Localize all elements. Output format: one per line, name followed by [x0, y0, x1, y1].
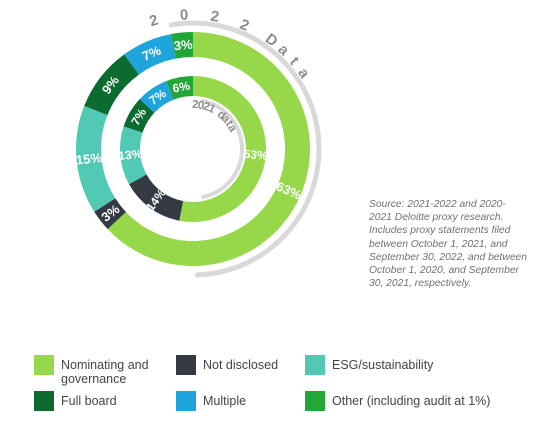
ring2-title-char: t — [223, 119, 235, 129]
legend-label-esg: ESG/sustainability — [332, 358, 434, 372]
ring2-title-char: 2 — [202, 100, 212, 113]
ring1-slice-other-including-audit-at-1 — [171, 32, 193, 59]
legend-item-esg: ESG/sustainability — [305, 355, 433, 375]
ring2-title-char: 2 — [192, 99, 199, 111]
ring1-label-multiple: 7% — [140, 42, 164, 63]
ring2-slice-other-including-audit-at-1 — [166, 76, 193, 100]
ring1-slice-nominating-and-governance — [107, 32, 311, 266]
ring1-title-char: 2 — [237, 16, 251, 35]
ring1-title-char: 2 — [147, 12, 160, 31]
ring1-slice-multiple — [124, 34, 176, 75]
ring1-label-other-including-audit-at-1: 3% — [173, 37, 194, 54]
ring2-slice-nominating-and-governance — [179, 76, 266, 222]
source-note: Source: 2021-2022 and 2020-2021 Deloitte… — [369, 199, 528, 290]
ring2-title-char: 0 — [197, 99, 205, 112]
legend-swatch-other — [305, 391, 325, 411]
legend-label-other: Other (including audit at 1%) — [332, 394, 491, 408]
legend-item-other: Other (including audit at 1%) — [305, 391, 490, 411]
legend-item-nominating: Nominating and governance — [34, 355, 149, 386]
ring2-slice-full-board — [123, 99, 155, 133]
legend-item-multiple: Multiple — [176, 391, 246, 411]
ring2-slice-esg-sustainability — [120, 126, 147, 185]
ring2-label-other-including-audit-at-1: 6% — [171, 79, 191, 96]
ring2-title-char: a — [225, 123, 239, 135]
inner-guide-arc — [201, 99, 244, 199]
ring1-title-char: 2 — [209, 8, 220, 26]
ring1-slice-not-disclosed — [94, 198, 126, 230]
ring1-title-char: t — [286, 54, 302, 69]
legend-swatch-not-disclosed — [176, 355, 196, 375]
legend-label-nominating: Nominating and governance — [61, 358, 149, 386]
ring2-slice-multiple — [139, 81, 174, 113]
ring2-slice-not-disclosed — [129, 174, 184, 221]
legend-swatch-nominating — [34, 355, 54, 375]
legend-item-not-disclosed: Not disclosed — [176, 355, 278, 375]
legend-label-not-disclosed: Not disclosed — [203, 358, 279, 372]
ring1-slice-full-board — [84, 54, 139, 116]
ring1-title-char: 0 — [179, 7, 188, 25]
outer-guide-arc — [168, 20, 322, 278]
ring2-label-esg-sustainability: 13% — [118, 147, 144, 163]
ring1-slice-esg-sustainability — [75, 105, 116, 212]
ring1-label-esg-sustainability: 15% — [75, 150, 103, 167]
legend-label-multiple: Multiple — [203, 394, 247, 408]
legend: Nominating and governance Not disclosed … — [0, 355, 540, 415]
legend-label-full-board: Full board — [61, 394, 117, 408]
legend-swatch-esg — [305, 355, 325, 375]
ring2-label-nominating-and-governance: 53% — [243, 147, 269, 163]
legend-swatch-multiple — [176, 391, 196, 411]
legend-swatch-full-board — [34, 391, 54, 411]
ring2-title-char: 1 — [206, 102, 217, 116]
legend-item-full-board: Full board — [34, 391, 117, 411]
